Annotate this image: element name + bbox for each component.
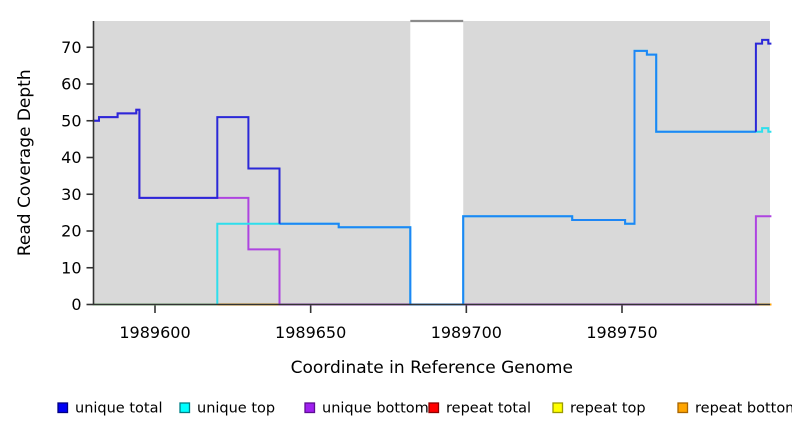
legend-swatch-repeat-bottom <box>677 402 689 414</box>
legend-swatch-unique-bottom <box>304 402 316 414</box>
x-tick-label: 1989650 <box>275 323 346 342</box>
legend-swatch-repeat-top <box>552 402 564 414</box>
x-tick-label: 1989600 <box>119 323 190 342</box>
y-tick-label: 0 <box>71 295 81 314</box>
gap-band <box>410 21 464 305</box>
y-tick-label: 70 <box>61 38 81 57</box>
series-line-unique-total-light <box>279 49 756 306</box>
x-tick-label: 1989700 <box>431 323 502 342</box>
y-tick-label: 20 <box>61 222 81 241</box>
legend-swatch-repeat-total <box>428 402 440 414</box>
legend-label-unique-total: unique total <box>75 401 163 417</box>
legend-label-repeat-top: repeat top <box>570 401 646 417</box>
x-axis-title: Coordinate in Reference Genome <box>291 358 573 378</box>
legend-label-unique-bottom: unique bottom <box>322 401 429 417</box>
y-tick-label: 30 <box>61 185 81 204</box>
y-tick-label: 10 <box>61 258 81 277</box>
x-tick-label: 1989750 <box>586 323 657 342</box>
legend-label-repeat-bottom: repeat bottom <box>695 401 792 417</box>
series-line-unique-total-dark-right <box>754 38 772 132</box>
y-tick-label: 50 <box>61 111 81 130</box>
series-line-unique-total-dark-left <box>92 108 281 224</box>
legend-label-unique-top: unique top <box>197 401 275 417</box>
y-tick-label: 60 <box>61 75 81 94</box>
y-axis-title: Read Coverage Depth <box>15 69 35 256</box>
legend-label-repeat-total: repeat total <box>446 401 531 417</box>
y-tick-label: 40 <box>61 148 81 167</box>
legend-swatch-unique-total <box>57 402 69 414</box>
legend-swatch-unique-top <box>179 402 191 414</box>
